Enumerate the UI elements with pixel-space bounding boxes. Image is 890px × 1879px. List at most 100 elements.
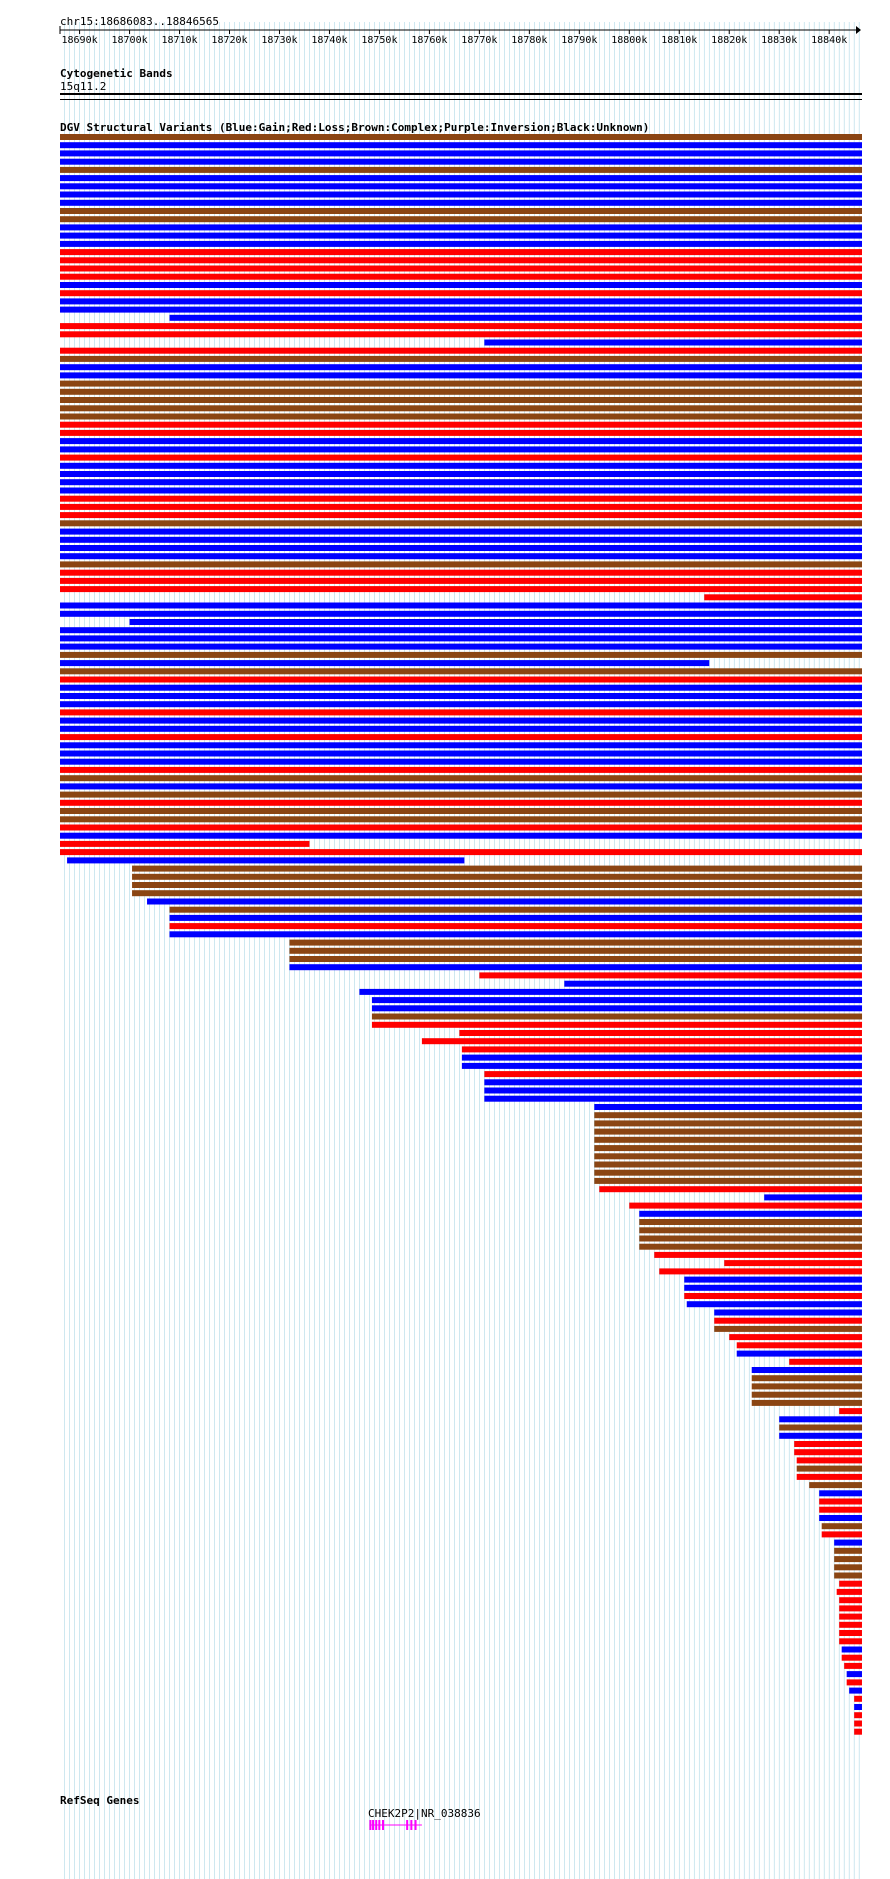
variant-bar-complex[interactable]: [639, 1227, 862, 1234]
variant-bar-loss[interactable]: [60, 766, 862, 773]
variant-bar-loss[interactable]: [60, 512, 862, 519]
variant-bar-gain[interactable]: [834, 1539, 862, 1546]
variant-bar-gain[interactable]: [684, 1284, 862, 1291]
variant-bar-gain[interactable]: [849, 1687, 862, 1694]
variant-bar-complex[interactable]: [834, 1564, 862, 1571]
variant-bar-loss[interactable]: [846, 1679, 862, 1686]
variant-bar-gain[interactable]: [60, 610, 862, 617]
variant-bar-complex[interactable]: [60, 166, 862, 173]
variant-bar-gain[interactable]: [461, 1054, 862, 1061]
variant-bar-complex[interactable]: [60, 816, 862, 823]
variant-bar-gain[interactable]: [60, 627, 862, 634]
variant-bar-gain[interactable]: [484, 1087, 862, 1094]
variant-bar-loss[interactable]: [371, 1021, 863, 1028]
variant-bar-gain[interactable]: [60, 602, 862, 609]
variant-bar-gain[interactable]: [841, 1646, 862, 1653]
variant-bar-loss[interactable]: [60, 840, 310, 847]
variant-bar-complex[interactable]: [821, 1523, 862, 1530]
variant-bar-gain[interactable]: [60, 438, 862, 445]
variant-bar-gain[interactable]: [60, 232, 862, 239]
variant-bar-gain[interactable]: [461, 1062, 862, 1069]
variant-bar-gain[interactable]: [60, 240, 862, 247]
variant-bar-gain[interactable]: [147, 898, 863, 905]
variant-bar-loss[interactable]: [854, 1728, 862, 1735]
variant-bar-complex[interactable]: [60, 355, 862, 362]
variant-bar-complex[interactable]: [60, 134, 862, 140]
variant-bar-complex[interactable]: [60, 388, 862, 395]
variant-bar-loss[interactable]: [421, 1038, 862, 1045]
variant-bar-gain[interactable]: [60, 701, 862, 708]
variant-bar-gain[interactable]: [60, 282, 862, 288]
variant-bar-loss[interactable]: [60, 503, 862, 510]
cytoband-bar[interactable]: [60, 93, 862, 95]
variant-bar-gain[interactable]: [60, 298, 862, 305]
variant-bar-loss[interactable]: [844, 1662, 862, 1669]
variant-bar-loss[interactable]: [729, 1334, 863, 1341]
variant-bar-loss[interactable]: [484, 1071, 862, 1078]
variant-bar-loss[interactable]: [60, 454, 862, 461]
variant-bar-gain[interactable]: [484, 339, 862, 346]
gene-exon[interactable]: [369, 1820, 372, 1830]
variant-bar-gain[interactable]: [779, 1416, 863, 1423]
variant-bar-loss[interactable]: [794, 1449, 863, 1456]
variant-bar-loss[interactable]: [60, 824, 862, 831]
variant-bar-gain[interactable]: [60, 725, 862, 732]
variant-bar-gain[interactable]: [819, 1515, 862, 1521]
variant-bar-complex[interactable]: [60, 808, 862, 814]
variant-bar-gain[interactable]: [764, 1194, 863, 1201]
variant-bar-complex[interactable]: [60, 561, 862, 568]
variant-bar-loss[interactable]: [854, 1712, 862, 1719]
variant-bar-complex[interactable]: [594, 1128, 863, 1135]
variant-bar-loss[interactable]: [839, 1630, 862, 1636]
variant-bar-loss[interactable]: [736, 1342, 863, 1349]
variant-bar-complex[interactable]: [751, 1383, 863, 1390]
variant-bar-loss[interactable]: [659, 1268, 862, 1275]
variant-bar-loss[interactable]: [839, 1621, 862, 1628]
variant-bar-gain[interactable]: [67, 857, 465, 864]
variant-bar-complex[interactable]: [834, 1547, 862, 1554]
variant-bar-complex[interactable]: [751, 1391, 863, 1398]
variant-bar-complex[interactable]: [60, 520, 862, 527]
variant-bar-gain[interactable]: [714, 1309, 862, 1316]
variant-bar-gain[interactable]: [371, 1005, 863, 1012]
variant-bar-loss[interactable]: [60, 273, 862, 280]
variant-bar-complex[interactable]: [60, 651, 862, 658]
variant-bar-complex[interactable]: [289, 939, 862, 946]
variant-bar-complex[interactable]: [594, 1145, 863, 1152]
variant-bar-gain[interactable]: [60, 783, 862, 790]
variant-bar-complex[interactable]: [809, 1482, 863, 1489]
variant-bar-loss[interactable]: [839, 1580, 862, 1587]
variant-bar-complex[interactable]: [60, 668, 862, 675]
variant-bar-complex[interactable]: [289, 947, 862, 954]
variant-bar-gain[interactable]: [371, 997, 863, 1004]
variant-bar-loss[interactable]: [60, 421, 862, 428]
variant-bar-loss[interactable]: [60, 323, 862, 330]
variant-bar-complex[interactable]: [60, 413, 862, 420]
variant-bar-loss[interactable]: [794, 1441, 863, 1447]
variant-bar-gain[interactable]: [60, 364, 862, 371]
variant-bar-loss[interactable]: [704, 594, 862, 601]
variant-bar-gain[interactable]: [684, 1276, 862, 1283]
variant-bar-complex[interactable]: [289, 956, 862, 962]
variant-bar-complex[interactable]: [834, 1556, 862, 1563]
variant-bar-complex[interactable]: [594, 1112, 863, 1119]
variant-bar-loss[interactable]: [60, 709, 862, 716]
variant-bar-complex[interactable]: [132, 865, 863, 872]
variant-bar-gain[interactable]: [564, 980, 863, 987]
variant-bar-gain[interactable]: [359, 988, 863, 995]
variant-bar-gain[interactable]: [60, 545, 862, 551]
variant-bar-loss[interactable]: [839, 1638, 862, 1645]
variant-bar-gain[interactable]: [484, 1095, 862, 1102]
variant-bar-loss[interactable]: [169, 923, 863, 930]
variant-bar-loss[interactable]: [796, 1457, 863, 1464]
variant-bar-gain[interactable]: [60, 750, 862, 757]
variant-bar-gain[interactable]: [60, 142, 862, 149]
variant-bar-loss[interactable]: [60, 586, 862, 593]
variant-bar-gain[interactable]: [169, 914, 863, 921]
variant-bar-gain[interactable]: [60, 660, 710, 667]
gene-exon[interactable]: [406, 1820, 409, 1830]
variant-bar-loss[interactable]: [60, 290, 862, 297]
gene-chek2p2[interactable]: [369, 1820, 422, 1830]
variant-bar-complex[interactable]: [169, 906, 863, 913]
variant-bar-gain[interactable]: [60, 183, 862, 190]
